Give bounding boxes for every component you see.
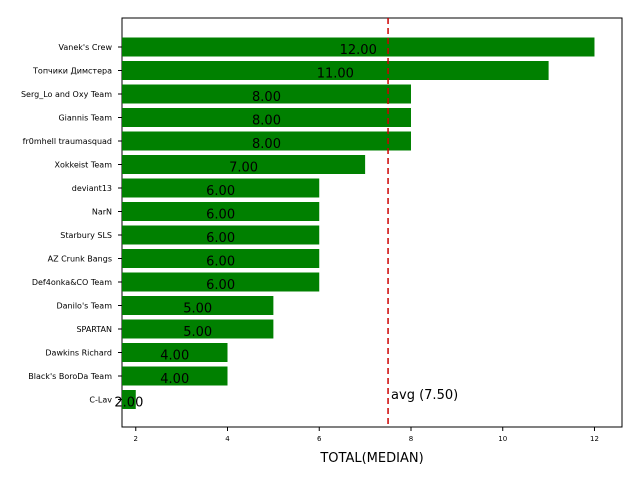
x-tick-label: 8: [409, 435, 413, 443]
bar-group: [122, 37, 595, 409]
category-label: Black's BoroDa Team: [28, 372, 112, 381]
category-label: Starbury SLS: [60, 231, 112, 240]
data-label: 6.00: [206, 255, 235, 270]
bar: [122, 37, 595, 57]
bar: [122, 84, 411, 104]
category-label: Danilo's Team: [56, 302, 112, 311]
bar: [122, 108, 411, 127]
data-label: 8.00: [252, 114, 281, 129]
bar: [122, 225, 320, 245]
data-labels: 12.00 11.00 8.00 8.00 8.00 7.00 6.00 6.00 6.00 6.…: [114, 43, 376, 411]
x-axis-title: TOTAL(MEDIAN): [319, 451, 423, 466]
data-label: 4.00: [160, 372, 189, 387]
bar: [122, 178, 320, 198]
plot-frame: [121, 17, 623, 428]
data-label: 5.00: [183, 302, 212, 317]
bar: [122, 131, 411, 151]
category-label: deviant13: [72, 184, 112, 193]
data-label: 6.00: [206, 231, 235, 246]
x-axis-ticks: 2 4 6 8 10 12: [134, 427, 599, 443]
category-label: Vanek's Crew: [59, 43, 113, 52]
category-label: Serg_Lo and Oxy Team: [21, 90, 112, 99]
data-label: 6.00: [206, 278, 235, 293]
bar: [122, 272, 320, 292]
category-label: Топчики Димстера: [32, 67, 112, 76]
bar: [122, 61, 549, 80]
data-label: 8.00: [252, 90, 281, 105]
category-labels: Vanek's Crew Топчики Димстера Serg_Lo and …: [21, 43, 122, 405]
data-label: 6.00: [206, 184, 235, 199]
category-label: AZ Crunk Bangs: [48, 255, 112, 264]
category-label: Giannis Team: [58, 114, 112, 123]
data-label: 4.00: [160, 349, 189, 364]
x-tick-label: 6: [317, 435, 322, 443]
bar: [122, 155, 366, 174]
category-label: fr0mhell traumasquad: [23, 137, 112, 146]
x-tick-label: 12: [590, 435, 599, 443]
category-label: SPARTAN: [76, 325, 112, 334]
category-label: C-Lav: [89, 396, 112, 405]
bar: [122, 296, 274, 315]
data-label: 6.00: [206, 208, 235, 223]
bar: [122, 366, 228, 386]
bar: [122, 319, 274, 339]
bar: [122, 202, 320, 221]
bar: [122, 249, 320, 268]
average-label: avg (7.50): [391, 388, 458, 403]
x-tick-label: 4: [225, 435, 230, 443]
data-label: 5.00: [183, 325, 212, 340]
bar: [122, 390, 136, 409]
data-label: 8.00: [252, 137, 281, 152]
category-label: Def4onka&CO Team: [32, 278, 112, 287]
x-tick-label: 2: [134, 435, 138, 443]
category-label: Dawkins Richard: [45, 349, 112, 358]
data-label: 7.00: [229, 161, 258, 176]
data-label: 12.00: [340, 43, 377, 58]
category-label: Xokkeist Team: [55, 161, 113, 170]
data-label: 2.00: [114, 396, 143, 411]
x-tick-label: 10: [498, 435, 507, 443]
category-label: NarN: [92, 208, 112, 217]
bar: [122, 343, 228, 362]
data-label: 11.00: [317, 67, 354, 82]
